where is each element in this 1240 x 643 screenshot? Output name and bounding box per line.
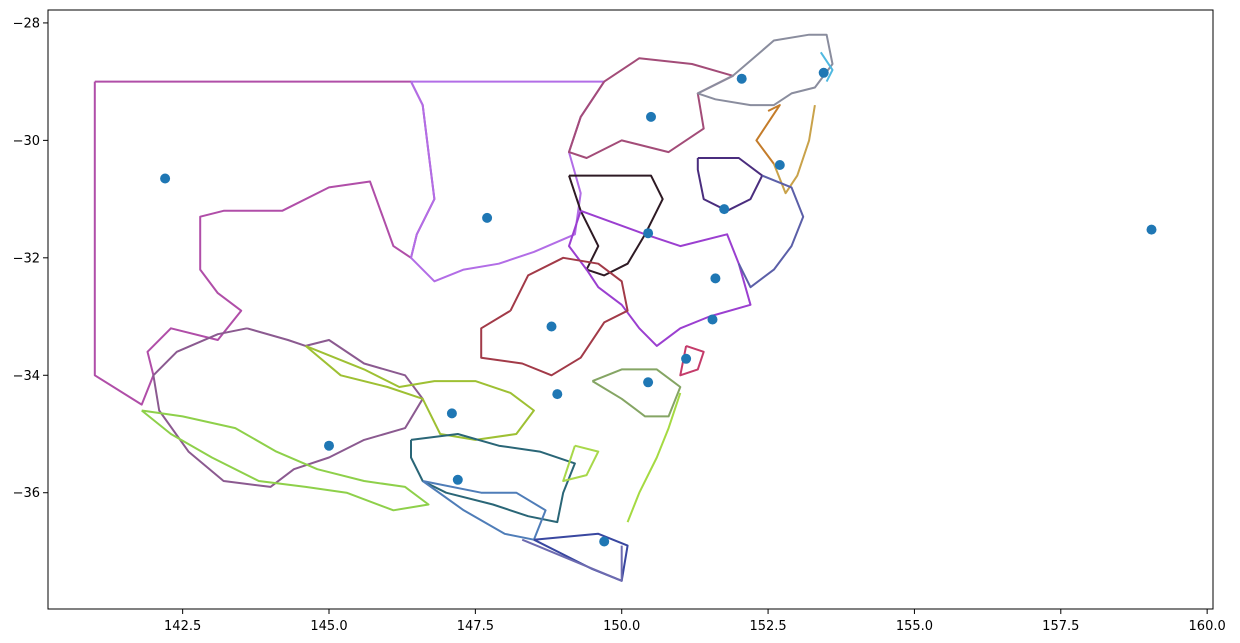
- data-point-1: [160, 173, 171, 184]
- region-boundary-23: [819, 51, 834, 83]
- data-point-5: [482, 212, 493, 223]
- x-tick-label: 150.0: [603, 619, 640, 634]
- region-boundary-18: [755, 104, 781, 165]
- region-boundary-10: [410, 433, 576, 524]
- region-boundary-8: [304, 344, 535, 441]
- region-boundary-17: [696, 33, 834, 107]
- data-point-16: [736, 73, 747, 84]
- region-boundary-15: [591, 368, 682, 418]
- data-point-12: [681, 353, 692, 364]
- data-point-11: [646, 111, 656, 122]
- centroid-points: [160, 67, 1157, 547]
- region-boundary-5: [568, 209, 752, 347]
- data-point-9: [643, 228, 654, 239]
- region-boundary-3: [568, 57, 734, 159]
- x-tick-label: 155.0: [896, 619, 933, 634]
- x-tick-label: 145.0: [310, 619, 347, 634]
- x-tick-label: 160.0: [1189, 619, 1226, 634]
- data-point-14: [710, 273, 721, 284]
- x-tick-label: 152.5: [749, 619, 786, 634]
- data-point-7: [552, 389, 563, 400]
- data-point-8: [599, 536, 610, 547]
- region-boundary-16: [626, 392, 682, 523]
- data-point-2: [324, 440, 334, 451]
- data-point-18: [818, 67, 829, 78]
- data-point-4: [452, 474, 463, 485]
- region-boundary-7: [152, 327, 424, 488]
- region-boundary-22: [679, 344, 705, 377]
- region-boundary-1: [93, 80, 436, 406]
- plot-frame: [47, 9, 1214, 610]
- region-boundary-21: [737, 174, 805, 289]
- x-axis: 142.5 145.0 147.5 150.0 152.5 155.0 157.5 160.0: [164, 609, 1226, 634]
- data-point-10: [643, 377, 654, 388]
- y-tick-label: −30: [13, 134, 40, 149]
- y-tick-label: −32: [13, 251, 40, 266]
- x-tick-label: 142.5: [164, 619, 201, 634]
- region-boundary-6: [480, 256, 629, 377]
- region-boundary-9: [141, 409, 430, 512]
- y-axis: −28 −30 −32 −34 −36: [13, 16, 48, 501]
- region-boundaries: [93, 33, 1156, 582]
- data-point-6: [546, 321, 557, 332]
- x-tick-label: 147.5: [457, 619, 494, 634]
- region-boundary-12: [562, 444, 600, 482]
- region-boundary-2: [410, 80, 606, 283]
- y-tick-label: −28: [13, 16, 40, 31]
- region-boundary-4: [568, 174, 664, 277]
- data-point-19: [1146, 224, 1157, 235]
- data-point-13: [707, 314, 718, 325]
- data-point-17: [774, 160, 785, 170]
- region-boundary-20: [696, 157, 764, 212]
- y-tick-label: −34: [13, 369, 40, 384]
- x-tick-label: 157.5: [1042, 619, 1079, 634]
- data-point-15: [719, 204, 730, 215]
- data-point-3: [446, 408, 457, 419]
- region-boundary-14: [521, 538, 623, 582]
- region-boundary-13: [533, 532, 629, 582]
- region-boundary-19: [772, 104, 816, 195]
- region-boundary-11: [422, 480, 547, 541]
- y-tick-label: −36: [13, 486, 40, 501]
